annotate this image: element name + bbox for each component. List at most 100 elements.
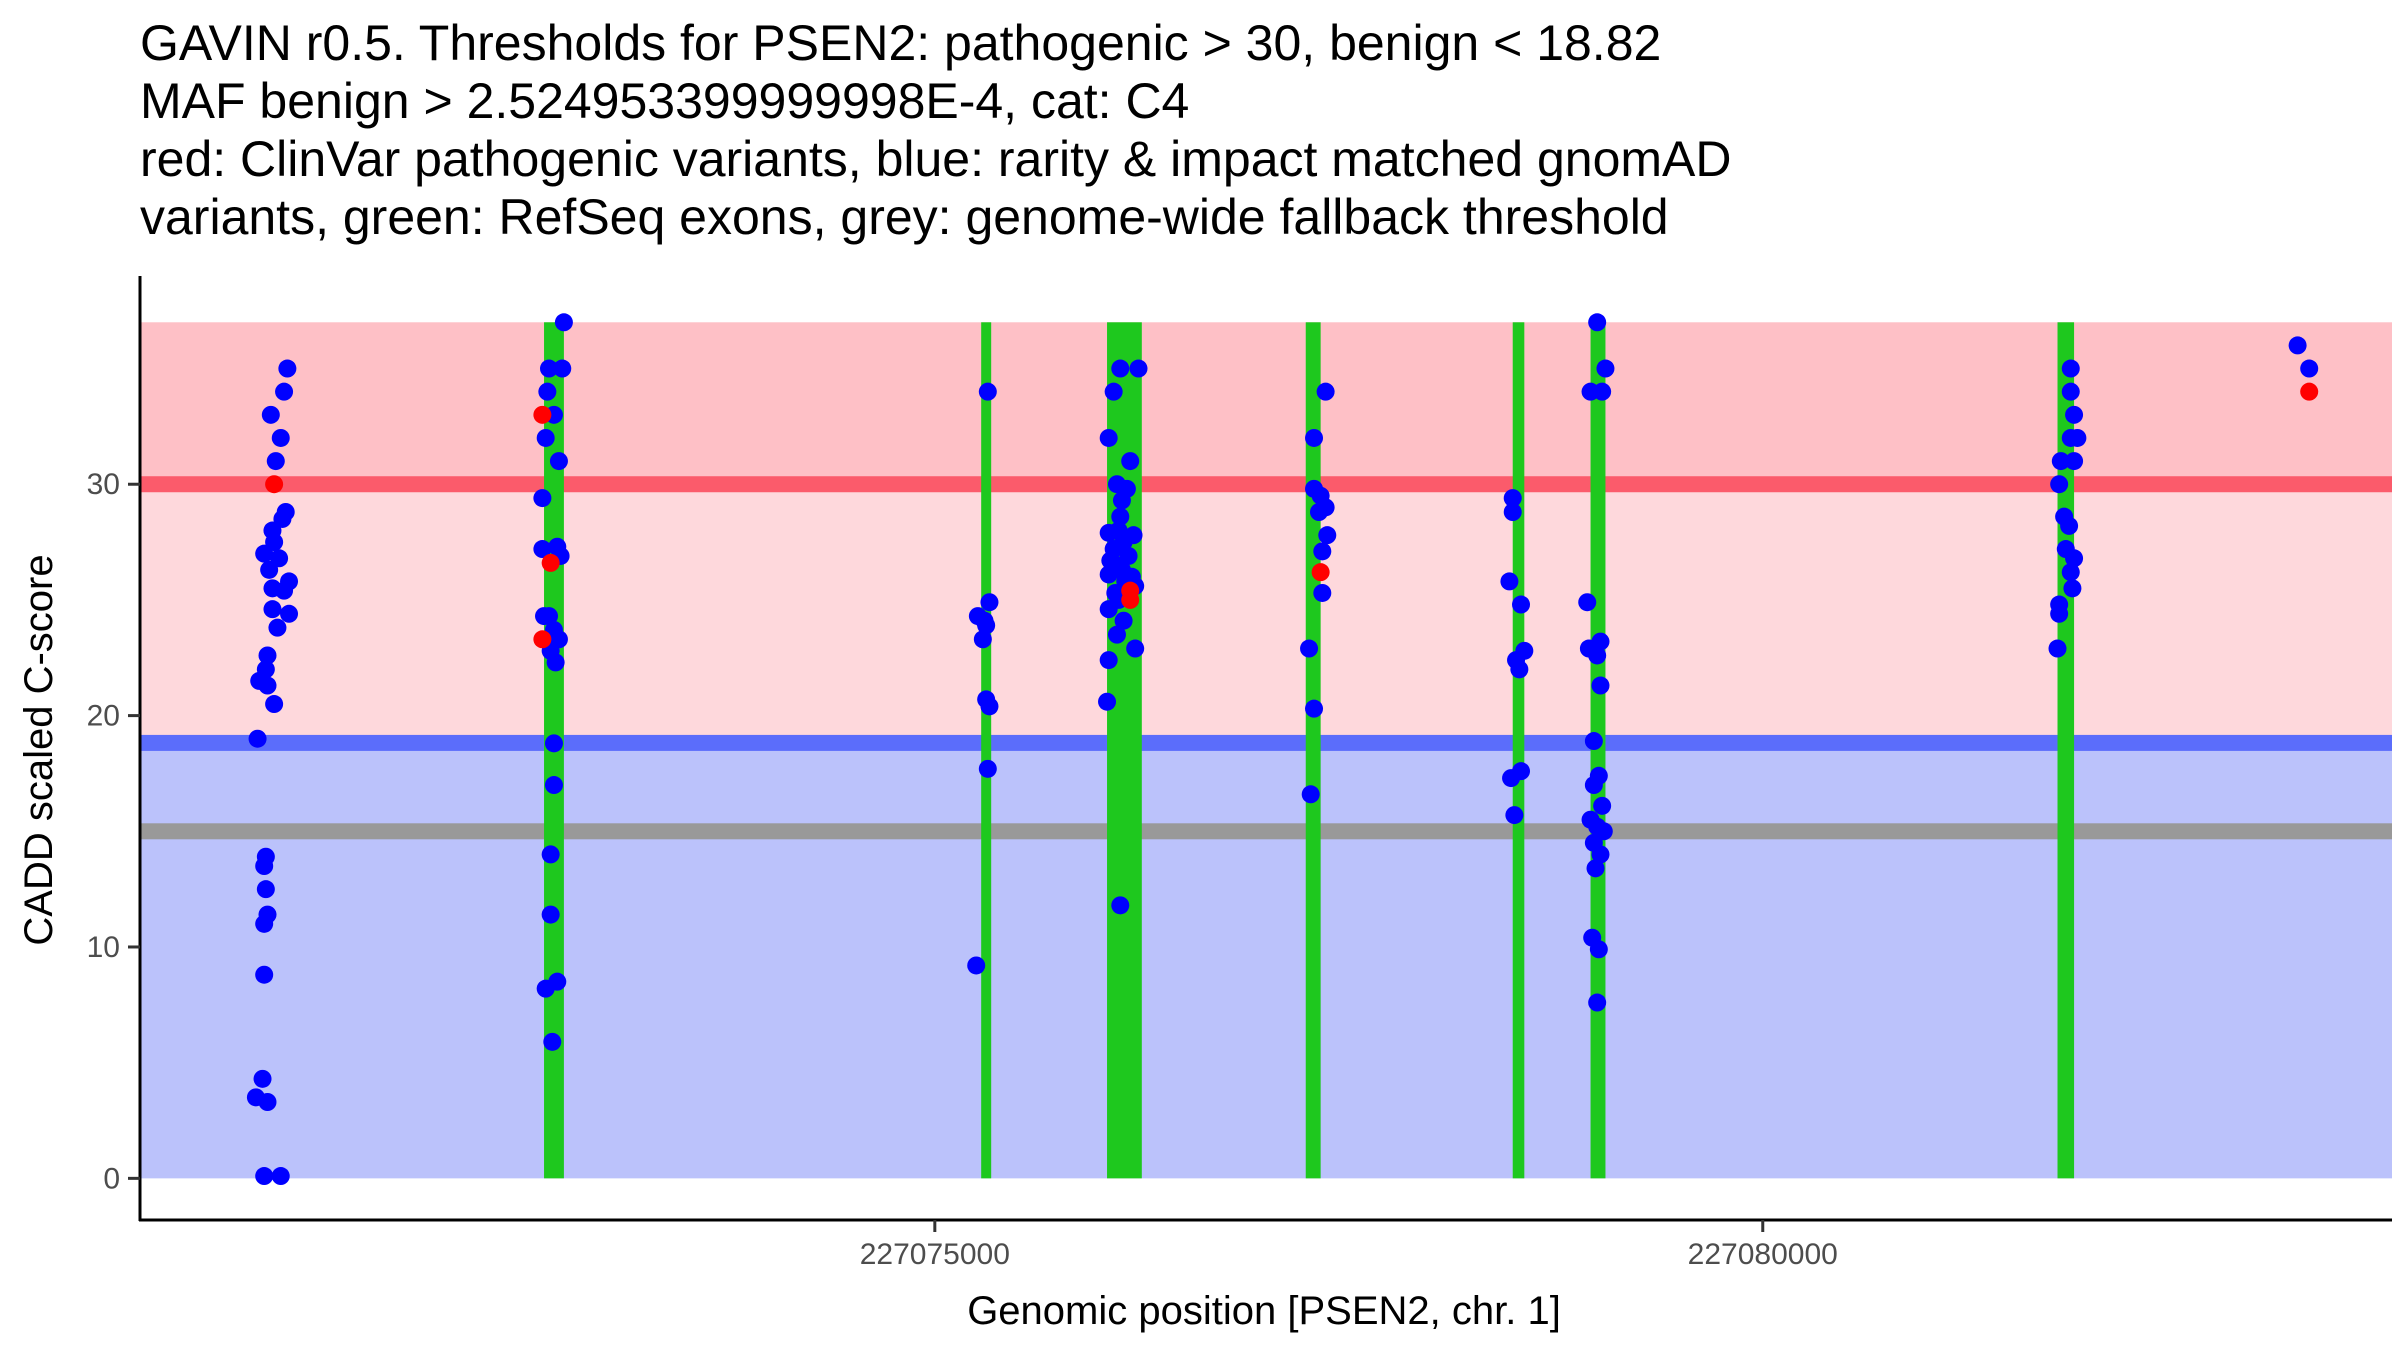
title-line-3: red: ClinVar pathogenic variants, blue: … [140, 131, 1732, 187]
benign-point [258, 646, 277, 665]
benign-point [1126, 639, 1145, 658]
benign-point [1301, 785, 1320, 804]
benign-point [280, 604, 299, 623]
benign-point [541, 905, 560, 924]
benign-point [1316, 382, 1335, 401]
benign-point [2061, 563, 2080, 582]
title-line-4: variants, green: RefSeq exons, grey: gen… [140, 189, 1669, 245]
benign-point [271, 1167, 290, 1186]
benign-point [1593, 796, 1612, 815]
benign-point [255, 965, 274, 984]
benign-point [1584, 776, 1603, 795]
benign-point [273, 509, 292, 528]
exon-bar-6 [1590, 322, 1606, 1179]
benign-point [536, 979, 555, 998]
axes: 0 10 20 30 227075000 227080000 [87, 276, 2392, 1271]
benign-point [1104, 382, 1123, 401]
benign-point [256, 880, 275, 899]
benign-point [2051, 452, 2070, 471]
benign-point [967, 956, 986, 975]
x-tick-label: 227080000 [1688, 1238, 1838, 1271]
benign-point [1591, 632, 1610, 651]
benign-point [1510, 660, 1529, 679]
benign-point [2065, 405, 2084, 424]
benign-point [1318, 526, 1337, 545]
title-line-1: GAVIN r0.5. Thresholds for PSEN2: pathog… [140, 15, 1662, 71]
benign-point [1593, 382, 1612, 401]
benign-point [2060, 516, 2079, 535]
benign-point [546, 653, 565, 672]
benign-point [977, 616, 996, 635]
threshold-line-pathogenic [140, 476, 2392, 493]
benign-point [265, 695, 284, 714]
benign-point [1503, 489, 1522, 508]
benign-point [1111, 507, 1130, 526]
benign-point [1305, 428, 1324, 447]
benign-point [1099, 600, 1118, 619]
benign-point [1502, 769, 1521, 788]
benign-point [1121, 452, 1140, 471]
benign-point [1099, 428, 1118, 447]
pathogenic-point [533, 630, 552, 649]
benign-point [255, 857, 274, 875]
benign-point [543, 1032, 562, 1051]
benign-point [1588, 646, 1607, 665]
benign-point [261, 405, 280, 424]
benign-point [260, 560, 279, 579]
benign-point [258, 676, 277, 695]
benign-point [1503, 503, 1522, 521]
exon-bar-4 [1305, 322, 1321, 1179]
threshold-zones [140, 322, 2392, 1179]
benign-point [278, 359, 297, 378]
benign-point [541, 845, 560, 864]
pathogenic-point [533, 405, 552, 424]
benign-point [980, 697, 999, 716]
benign-point [1512, 595, 1531, 614]
benign-point [253, 1069, 272, 1088]
zone-benign [140, 742, 2392, 1179]
benign-point [980, 593, 999, 612]
pathogenic-point [1121, 590, 1140, 609]
y-tick-label: 30 [87, 468, 120, 501]
benign-point [266, 452, 285, 471]
benign-point [268, 618, 287, 637]
benign-point [1596, 359, 1615, 378]
y-axis-title: CADD scaled C-score [17, 554, 61, 945]
benign-point [544, 776, 563, 795]
benign-point [2050, 475, 2069, 494]
benign-point [1591, 676, 1610, 695]
y-tick-label: 0 [103, 1162, 120, 1195]
benign-point [2050, 604, 2069, 623]
benign-point [544, 734, 563, 753]
benign-point [248, 729, 267, 748]
benign-point [255, 1167, 274, 1186]
benign-point [538, 382, 557, 401]
y-tick-label: 20 [87, 700, 120, 733]
benign-point [2061, 359, 2080, 378]
pathogenic-point [265, 475, 284, 494]
benign-point [1099, 651, 1118, 670]
threshold-line-genome-wide-fallback [140, 823, 2392, 840]
benign-point [1588, 993, 1607, 1012]
benign-point [1111, 359, 1130, 378]
exon-bar-2 [981, 322, 992, 1179]
benign-point [1589, 940, 1608, 959]
benign-point [1111, 896, 1130, 915]
threshold-lines [140, 476, 2392, 840]
benign-point [1591, 845, 1610, 864]
benign-point [2063, 579, 2082, 598]
benign-point [533, 489, 552, 508]
variant-points [246, 313, 2319, 1186]
benign-point [2288, 336, 2307, 355]
zone-intermediate [140, 484, 2392, 743]
benign-point [255, 914, 274, 933]
benign-point [1313, 583, 1332, 602]
benign-point [1300, 639, 1319, 658]
pathogenic-point [541, 553, 560, 572]
benign-point [1313, 542, 1332, 561]
benign-point [1114, 611, 1133, 630]
benign-point [536, 428, 555, 447]
pathogenic-point [1311, 563, 1330, 582]
benign-point [540, 607, 559, 626]
benign-point [1505, 806, 1524, 825]
